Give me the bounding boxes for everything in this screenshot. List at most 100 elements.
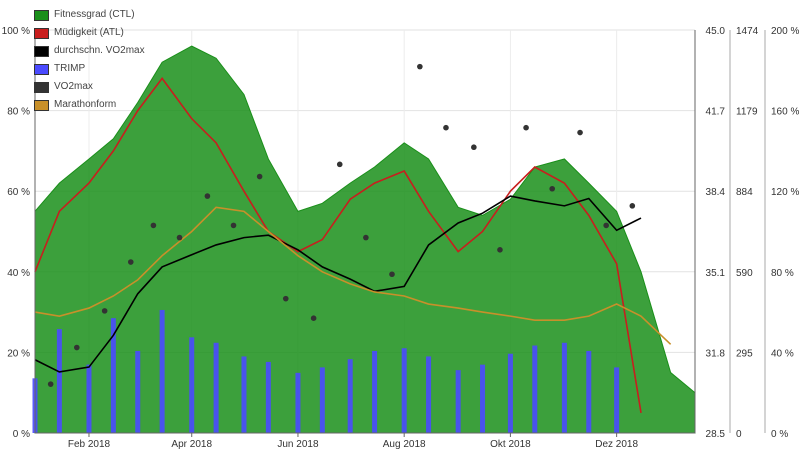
x-tick-label: Feb 2018 bbox=[68, 439, 111, 450]
bar-trimp bbox=[372, 350, 378, 433]
y-tick-label: 295 bbox=[736, 348, 753, 359]
bar-trimp bbox=[532, 345, 538, 433]
bar-trimp bbox=[241, 356, 247, 433]
point-vo2max bbox=[603, 222, 609, 229]
y-tick-label: 80 % bbox=[7, 107, 30, 118]
point-vo2max bbox=[176, 234, 183, 241]
point-vo2max bbox=[150, 222, 157, 229]
point-vo2max bbox=[47, 381, 54, 387]
y-tick-label: 60 % bbox=[7, 187, 30, 198]
legend-item-m-digkeit-atl[interactable]: Müdigkeit (ATL) bbox=[34, 24, 145, 42]
point-vo2max bbox=[336, 161, 343, 168]
bar-trimp bbox=[507, 353, 513, 433]
point-vo2max bbox=[523, 124, 529, 131]
legend-swatch bbox=[34, 63, 49, 75]
legend-item-durchschn-vo2max[interactable]: durchschn. VO2max bbox=[34, 42, 145, 60]
bar-trimp bbox=[265, 361, 271, 433]
point-vo2max bbox=[310, 315, 317, 322]
y-tick-label: 38.4 bbox=[706, 187, 726, 198]
point-vo2max bbox=[73, 344, 80, 351]
point-vo2max bbox=[127, 259, 134, 265]
legend-item-vo2max[interactable]: VO2max bbox=[34, 78, 145, 96]
point-vo2max bbox=[256, 173, 263, 180]
y-tick-label: 0 % bbox=[13, 429, 30, 440]
bar-trimp bbox=[86, 364, 92, 433]
x-tick-label: Aug 2018 bbox=[383, 439, 426, 450]
legend-swatch bbox=[34, 81, 49, 93]
y-tick-label: 28.5 bbox=[706, 429, 726, 440]
x-tick-label: Apr 2018 bbox=[171, 439, 212, 450]
legend: Fitnessgrad (CTL) Müdigkeit (ATL) durchsch… bbox=[34, 6, 145, 114]
y-tick-label: 40 % bbox=[771, 348, 794, 359]
y-tick-label: 590 bbox=[736, 268, 753, 279]
legend-swatch bbox=[34, 9, 49, 21]
y-tick-label: 120 % bbox=[771, 187, 799, 198]
bar-trimp bbox=[159, 309, 165, 433]
bar-trimp bbox=[455, 370, 461, 433]
y-tick-label: 45.0 bbox=[706, 26, 726, 37]
series-durchschn-vo2max bbox=[34, 195, 642, 373]
legend-label: VO2max bbox=[54, 81, 93, 92]
x-tick-label: Dez 2018 bbox=[595, 439, 638, 450]
point-vo2max bbox=[629, 203, 636, 209]
bar-trimp bbox=[295, 372, 301, 433]
bar-trimp bbox=[135, 350, 141, 433]
legend-label: TRIMP bbox=[54, 63, 86, 74]
point-vo2max bbox=[471, 144, 477, 151]
legend-swatch bbox=[34, 45, 49, 57]
bar-trimp bbox=[213, 342, 219, 433]
y-tick-label: 40 % bbox=[7, 268, 30, 279]
series-vo2max bbox=[47, 63, 636, 387]
point-vo2max bbox=[497, 247, 503, 253]
point-vo2max bbox=[549, 185, 556, 192]
bar-trimp bbox=[189, 337, 195, 433]
point-vo2max bbox=[389, 271, 395, 278]
point-vo2max bbox=[101, 308, 108, 314]
y-tick-label: 200 % bbox=[771, 26, 799, 37]
legend-item-trimp[interactable]: TRIMP bbox=[34, 60, 145, 78]
point-vo2max bbox=[230, 222, 237, 229]
legend-label: Fitnessgrad (CTL) bbox=[54, 9, 135, 20]
y-tick-label: 100 % bbox=[2, 26, 30, 37]
legend-swatch bbox=[34, 27, 49, 39]
y-tick-label: 160 % bbox=[771, 107, 799, 118]
point-vo2max bbox=[282, 295, 289, 302]
bar-trimp bbox=[614, 367, 620, 433]
x-tick-label: Okt 2018 bbox=[490, 439, 531, 450]
bar-trimp bbox=[347, 359, 353, 433]
point-vo2max bbox=[577, 129, 583, 136]
line-m-digkeit-atl bbox=[34, 77, 642, 413]
y-tick-label: 1179 bbox=[736, 107, 758, 118]
y-tick-label: 80 % bbox=[771, 268, 794, 279]
legend-label: Marathonform bbox=[54, 99, 117, 110]
bar-trimp bbox=[426, 356, 432, 433]
line-durchschn-vo2max bbox=[34, 195, 642, 373]
bar-trimp bbox=[561, 342, 567, 433]
y-tick-label: 1474 bbox=[736, 26, 759, 37]
point-vo2max bbox=[363, 234, 369, 241]
bar-trimp bbox=[480, 364, 486, 433]
y-tick-label: 35.1 bbox=[706, 268, 726, 279]
bar-trimp bbox=[110, 318, 116, 433]
legend-swatch bbox=[34, 99, 49, 111]
point-vo2max bbox=[417, 63, 423, 70]
axes: 0 % 20 % 40 % 60 % 80 % 100 % 28.5 31.8 35.1 38.4… bbox=[2, 26, 800, 450]
legend-item-fitnessgrad-ctl[interactable]: Fitnessgrad (CTL) bbox=[34, 6, 145, 24]
y-tick-label: 20 % bbox=[7, 348, 30, 359]
y-tick-label: 31.8 bbox=[706, 348, 726, 359]
point-vo2max bbox=[443, 124, 449, 131]
legend-item-marathonform[interactable]: Marathonform bbox=[34, 96, 145, 114]
y-tick-label: 41.7 bbox=[706, 107, 726, 118]
bar-trimp bbox=[319, 367, 325, 433]
y-tick-label: 884 bbox=[736, 187, 753, 198]
series-marathonform bbox=[34, 206, 672, 345]
bar-trimp bbox=[586, 350, 592, 433]
series-trimp bbox=[32, 309, 620, 433]
point-vo2max bbox=[204, 193, 211, 199]
bar-trimp bbox=[56, 329, 62, 433]
y-tick-label: 0 % bbox=[771, 429, 788, 440]
bar-trimp bbox=[401, 348, 407, 433]
y-tick-label: 0 bbox=[736, 429, 742, 440]
x-tick-label: Jun 2018 bbox=[277, 439, 319, 450]
